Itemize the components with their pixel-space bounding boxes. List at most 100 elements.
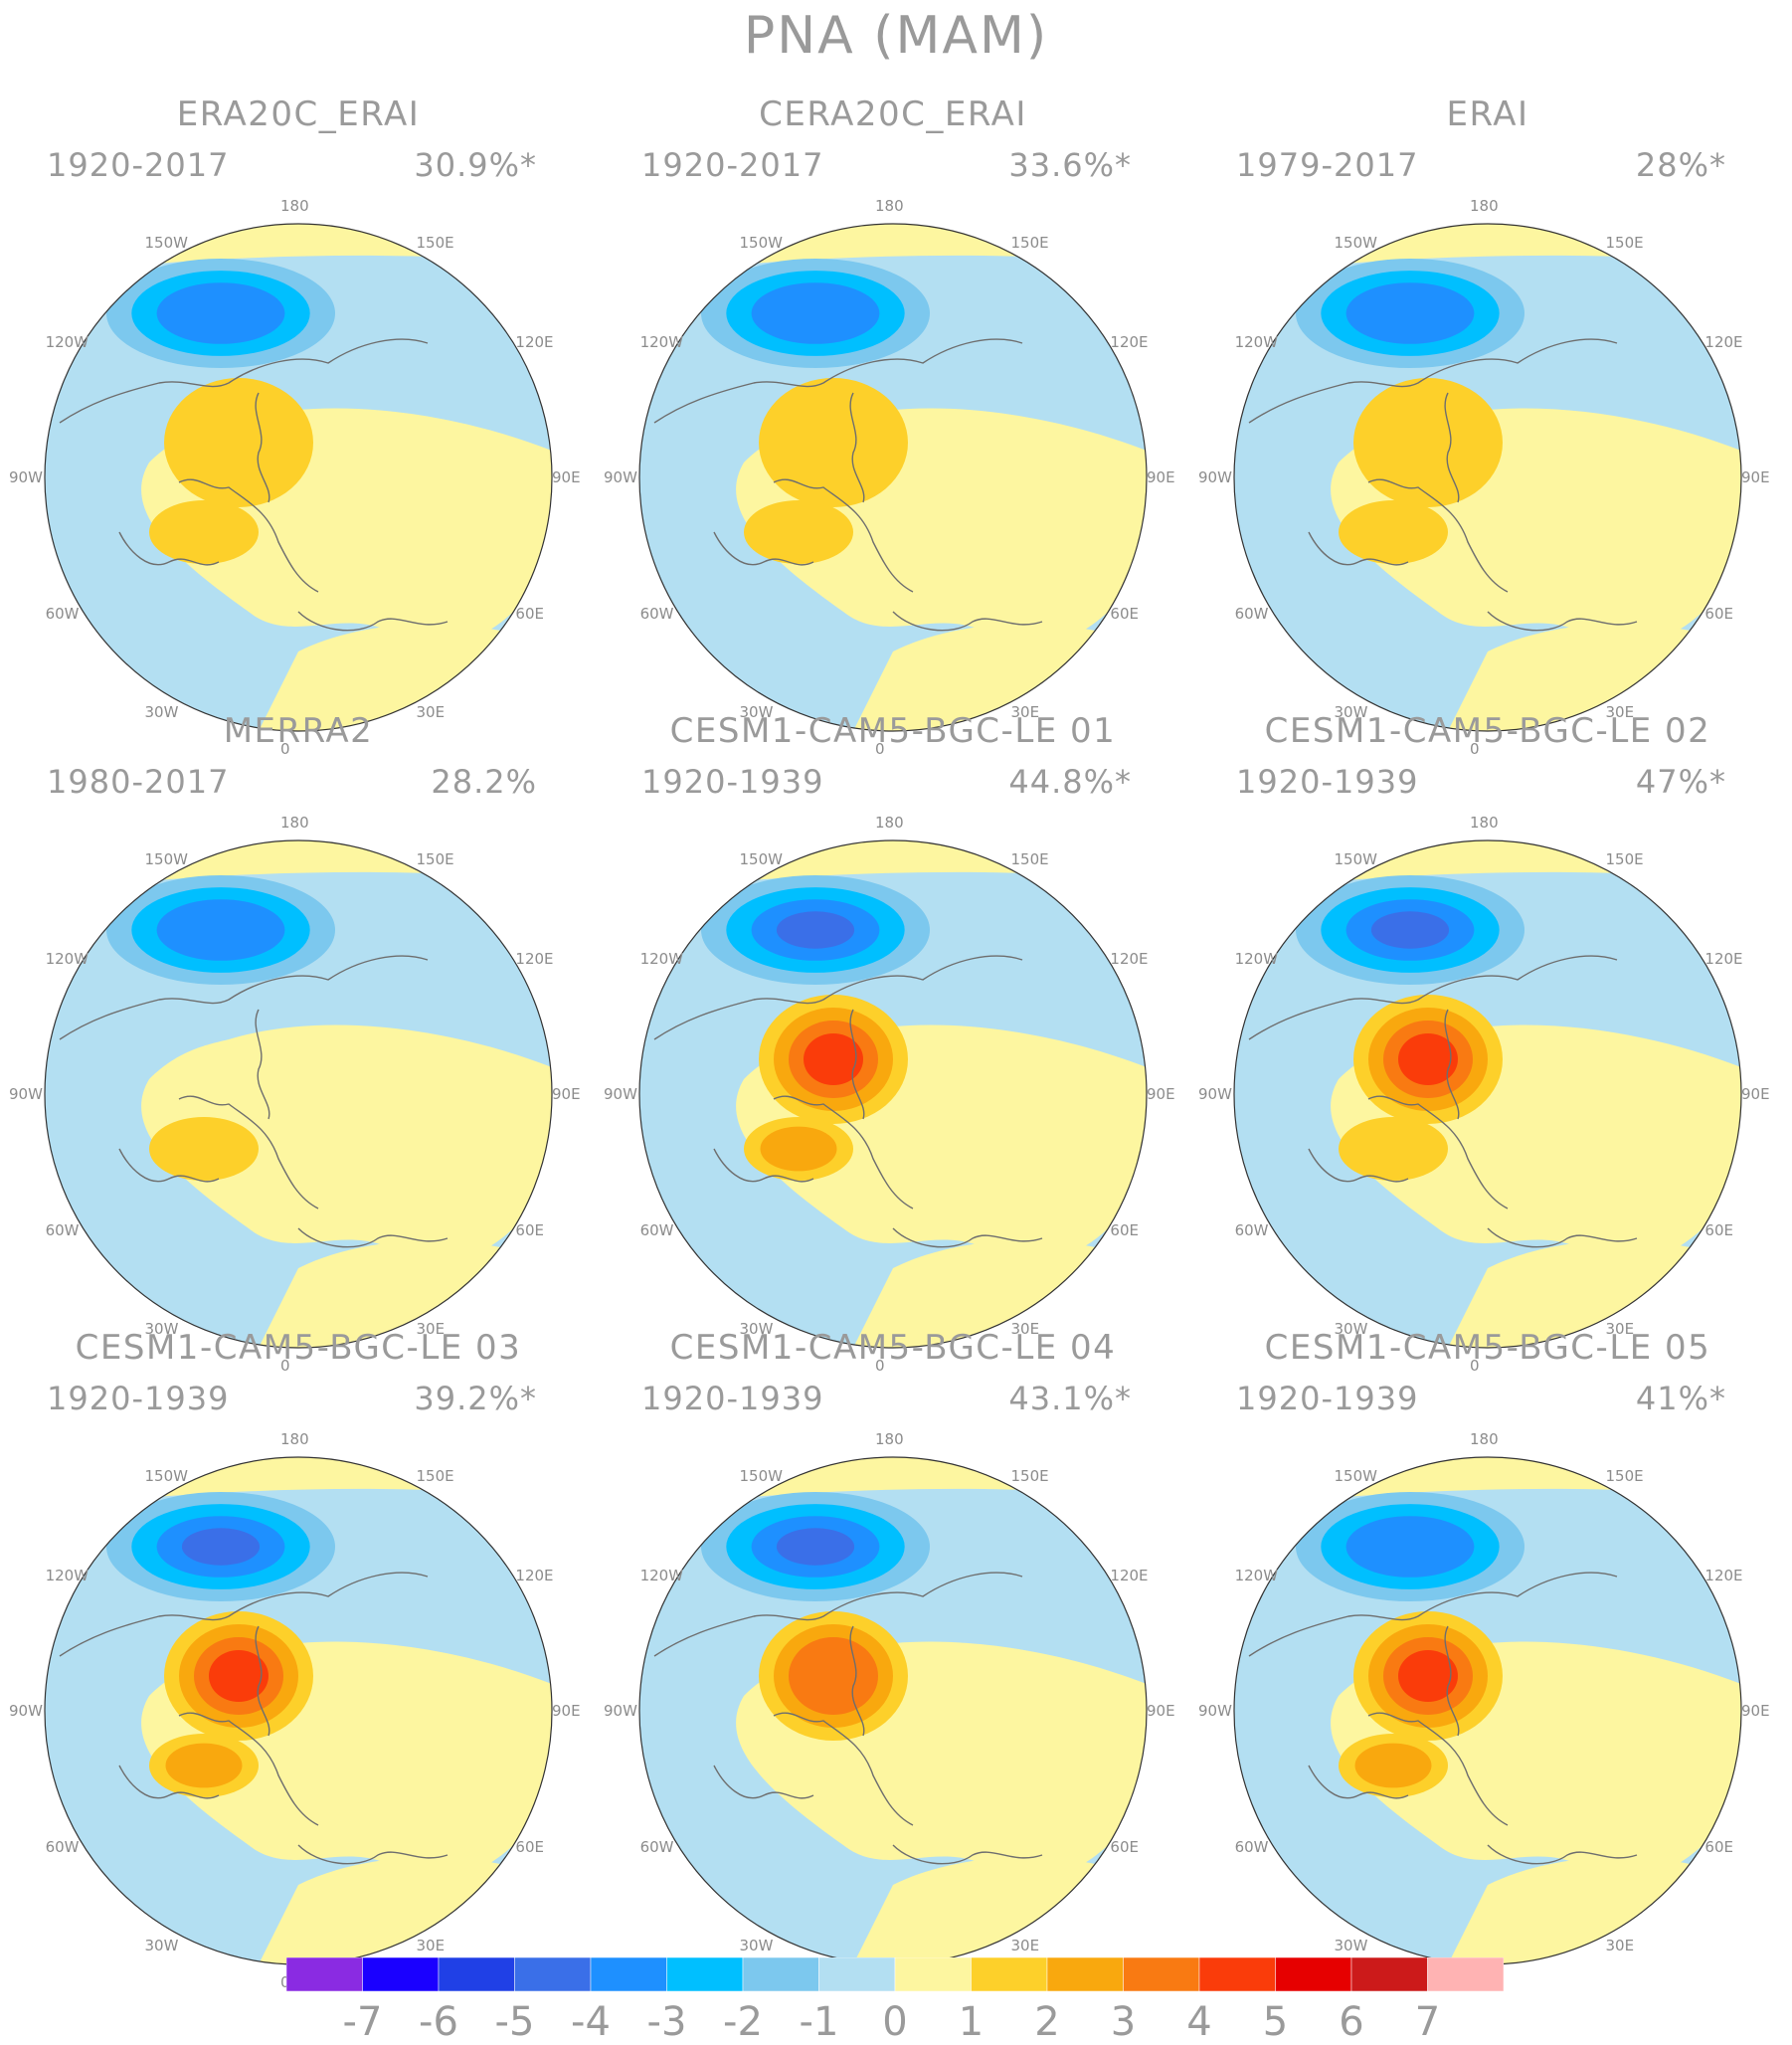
map-boundary <box>1233 839 1742 1349</box>
polar-map <box>44 839 553 1349</box>
longitude-label: 90W <box>9 1702 43 1720</box>
high-contour <box>789 1637 878 1715</box>
polar-map <box>1233 223 1742 732</box>
longitude-label: 30E <box>1605 1937 1635 1955</box>
high-lobe-contour <box>760 1126 837 1172</box>
longitude-label: 0 <box>1470 1357 1480 1375</box>
longitude-label: 180 <box>280 197 309 215</box>
map-boundary <box>1233 223 1742 732</box>
colorbar-bin <box>1427 1957 1504 1992</box>
panel-title: CERA20C_ERAI <box>759 94 1027 134</box>
panel-period: 1920-1939 <box>1236 1380 1419 1417</box>
longitude-label: 30E <box>416 1320 446 1339</box>
panel-variance: 41%* <box>1635 1380 1726 1417</box>
longitude-label: 60E <box>515 604 544 623</box>
longitude-label: 150W <box>144 849 188 868</box>
colorbar-bin <box>1123 1957 1200 1992</box>
colorbar-tick-label: -4 <box>571 1999 611 2045</box>
colorbar-tick-label: 1 <box>958 1999 985 2045</box>
colorbar-bin <box>1350 1957 1428 1992</box>
longitude-label: 180 <box>1470 197 1499 215</box>
longitude-label: 30E <box>416 1937 446 1955</box>
longitude-label: 30W <box>739 1937 774 1955</box>
colorbar-bin <box>590 1957 667 1992</box>
longitude-label: 30W <box>1334 1320 1368 1339</box>
longitude-label: 90W <box>9 468 43 486</box>
high-lobe-contour <box>744 500 853 564</box>
low-contour <box>1370 911 1450 949</box>
longitude-label: 30W <box>1334 703 1368 722</box>
longitude-label: 60W <box>45 1837 80 1856</box>
map-boundary <box>638 223 1148 732</box>
longitude-label: 150W <box>1334 233 1377 252</box>
map-panel: CESM1-CAM5-BGC-LE 03 1920-1939 39.2%* 180 15… <box>0 1328 597 1991</box>
longitude-label: 30W <box>144 703 179 722</box>
longitude-label: 30W <box>739 703 774 722</box>
positive-band-center <box>141 1024 552 1268</box>
longitude-label: 60W <box>1234 1837 1269 1856</box>
panel-period: 1920-1939 <box>47 1380 230 1417</box>
colorbar-bin <box>1198 1957 1276 1992</box>
longitude-label: 150E <box>1010 233 1049 252</box>
polar-map <box>638 1456 1148 1965</box>
colorbar-tick-label: -7 <box>342 1999 383 2045</box>
panel-variance: 33.6%* <box>1008 146 1132 184</box>
longitude-label: 90E <box>1741 1085 1770 1103</box>
panel-title: CESM1-CAM5-BGC-LE 05 <box>1264 1328 1711 1368</box>
longitude-label: 60W <box>639 1837 674 1856</box>
colorbar-tick-label: 6 <box>1339 1999 1364 2045</box>
panel-period: 1920-1939 <box>641 763 824 801</box>
map-boundary <box>44 839 553 1349</box>
colorbar-tick-label: 0 <box>882 1999 908 2045</box>
panel-period: 1920-2017 <box>641 146 824 184</box>
colorbar-bin <box>362 1957 440 1992</box>
high-lobe-contour <box>1354 1743 1432 1788</box>
longitude-label: 120W <box>1234 332 1279 351</box>
map-panel: CESM1-CAM5-BGC-LE 04 1920-1939 43.1%* 180 15… <box>595 1328 1191 1991</box>
longitude-label: 90E <box>1147 1702 1175 1720</box>
longitude-label: 60W <box>45 604 80 623</box>
panel-period: 1920-2017 <box>47 146 230 184</box>
colorbar-bin <box>514 1957 592 1992</box>
colorbar <box>286 1957 1504 1992</box>
high-contour <box>1353 378 1503 507</box>
low-contour <box>1345 1516 1475 1578</box>
longitude-label: 60E <box>515 1837 544 1856</box>
high-lobe-contour <box>1339 500 1448 564</box>
longitude-label: 30E <box>1605 1320 1635 1339</box>
longitude-label: 60W <box>639 1220 674 1239</box>
colorbar-bin <box>286 1957 363 1992</box>
polar-map <box>1233 1456 1742 1965</box>
polar-map <box>638 223 1148 732</box>
longitude-label: 120E <box>1704 1566 1743 1584</box>
longitude-label: 60E <box>1704 604 1733 623</box>
longitude-label: 150E <box>1605 849 1644 868</box>
longitude-label: 90W <box>604 1702 637 1720</box>
colorbar-tick-label: 7 <box>1414 1999 1441 2045</box>
longitude-label: 120W <box>639 332 684 351</box>
longitude-label: 30E <box>1605 703 1635 722</box>
coastline <box>1248 1572 1638 1865</box>
colorbar-tick-label: 3 <box>1110 1999 1137 2045</box>
longitude-label: 90E <box>1741 1702 1770 1720</box>
longitude-label: 30W <box>739 1320 774 1339</box>
polar-map <box>638 839 1148 1349</box>
panel-period: 1980-2017 <box>47 763 230 801</box>
longitude-label: 90E <box>1741 468 1770 486</box>
colorbar-tick-label: -2 <box>723 1999 763 2045</box>
panel-variance: 43.1%* <box>1008 1380 1132 1417</box>
longitude-label: 60E <box>1704 1220 1733 1239</box>
longitude-label: 120W <box>639 949 684 968</box>
panel-title: MERRA2 <box>223 711 374 751</box>
panel-variance: 28.2% <box>431 763 537 801</box>
map-panel: CESM1-CAM5-BGC-LE 05 1920-1939 41%* 180 150W… <box>1189 1328 1786 1991</box>
longitude-label: 0 <box>280 740 290 758</box>
map-panel: CESM1-CAM5-BGC-LE 01 1920-1939 44.8%* 180 15… <box>595 711 1191 1375</box>
longitude-label: 0 <box>280 1357 290 1375</box>
longitude-label: 60E <box>1110 1837 1139 1856</box>
longitude-label: 120E <box>1110 332 1149 351</box>
high-lobe-contour <box>165 1743 243 1788</box>
map-panel: CESM1-CAM5-BGC-LE 02 1920-1939 47%* 180 150W… <box>1189 711 1786 1375</box>
polar-map <box>44 223 553 732</box>
longitude-label: 90W <box>9 1085 43 1103</box>
